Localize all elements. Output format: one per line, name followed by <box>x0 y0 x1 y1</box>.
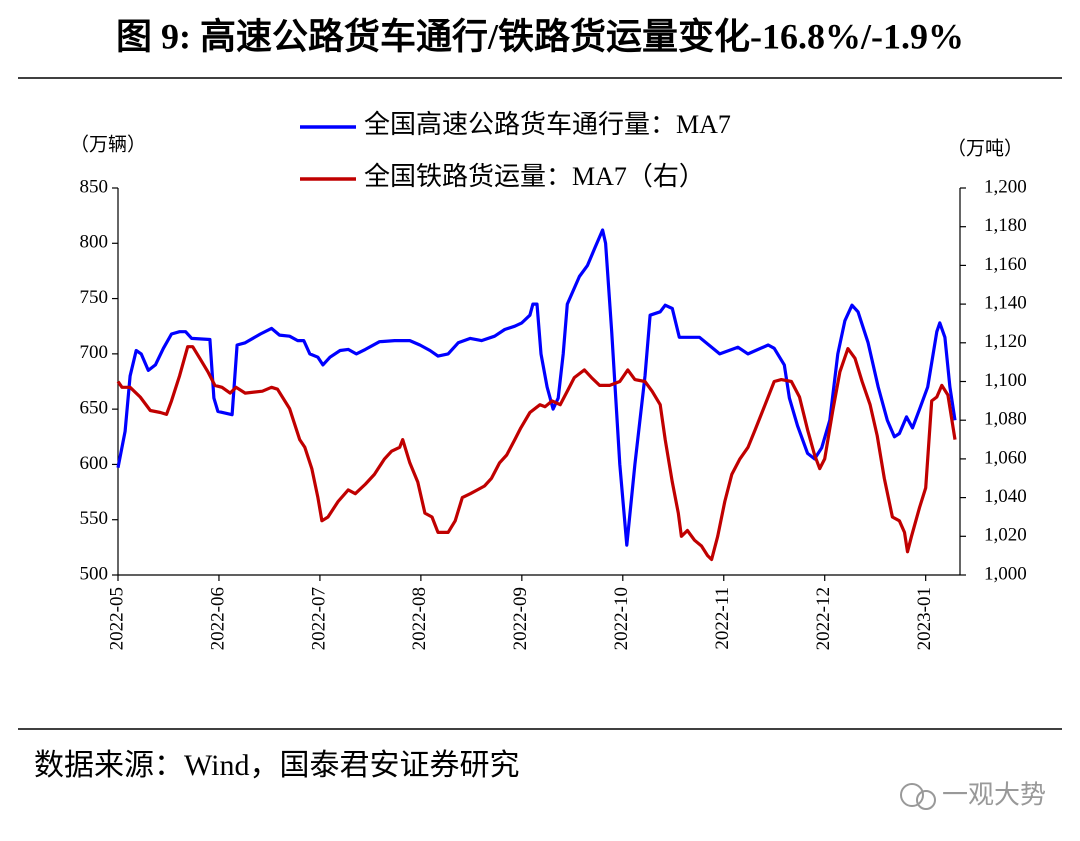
watermark: 一观大势 <box>942 781 1046 811</box>
x-tick-label: 2022-07 <box>308 587 329 650</box>
legend-label: 全国铁路货运量：MA7（右） <box>364 162 705 191</box>
x-tick-label: 2022-09 <box>510 587 531 650</box>
y-tick-label: 650 <box>80 398 109 419</box>
y2-tick-label: 1,180 <box>984 215 1027 236</box>
y2-tick-label: 1,040 <box>984 486 1027 507</box>
y-tick-label: 550 <box>80 508 109 529</box>
y-axis-label: （万辆） <box>70 133 146 155</box>
y-tick-label: 800 <box>80 232 109 253</box>
y-tick-label: 500 <box>80 563 109 584</box>
x-tick-label: 2022-05 <box>106 587 127 650</box>
line-series <box>116 345 957 562</box>
x-tick-label: 2022-08 <box>409 587 430 650</box>
x-tick-label: 2022-11 <box>712 587 733 650</box>
y2-tick-label: 1,020 <box>984 525 1027 546</box>
y-tick-label: 850 <box>80 176 109 197</box>
source: 数据来源：Wind，国泰君安证券研究 <box>34 749 519 782</box>
line-series <box>116 228 957 547</box>
y2-tick-label: 1,120 <box>984 331 1027 352</box>
y2-tick-label: 1,080 <box>984 409 1027 430</box>
x-tick-label: 2023-01 <box>914 587 935 650</box>
x-tick-label: 2022-06 <box>207 587 228 650</box>
y2-tick-label: 1,100 <box>984 370 1027 391</box>
y-tick-label: 600 <box>80 453 109 474</box>
y2-tick-label: 1,160 <box>984 254 1027 275</box>
y2-axis-label: （万吨） <box>947 137 1023 159</box>
y2-tick-label: 1,000 <box>984 563 1027 584</box>
y2-tick-label: 1,060 <box>984 447 1027 468</box>
y2-tick-label: 1,200 <box>984 176 1027 197</box>
chart-title: 图 9: 高速公路货车通行/铁路货运量变化-16.8%/-1.9% <box>116 15 964 56</box>
x-tick-label: 2022-10 <box>611 587 632 650</box>
y2-tick-label: 1,140 <box>984 292 1027 313</box>
x-tick-label: 2022-12 <box>813 587 834 650</box>
legend-label: 全国高速公路货车通行量：MA7 <box>364 110 731 139</box>
y-tick-label: 750 <box>80 287 109 308</box>
y-tick-label: 700 <box>80 342 109 363</box>
watermark-icon <box>900 783 936 810</box>
